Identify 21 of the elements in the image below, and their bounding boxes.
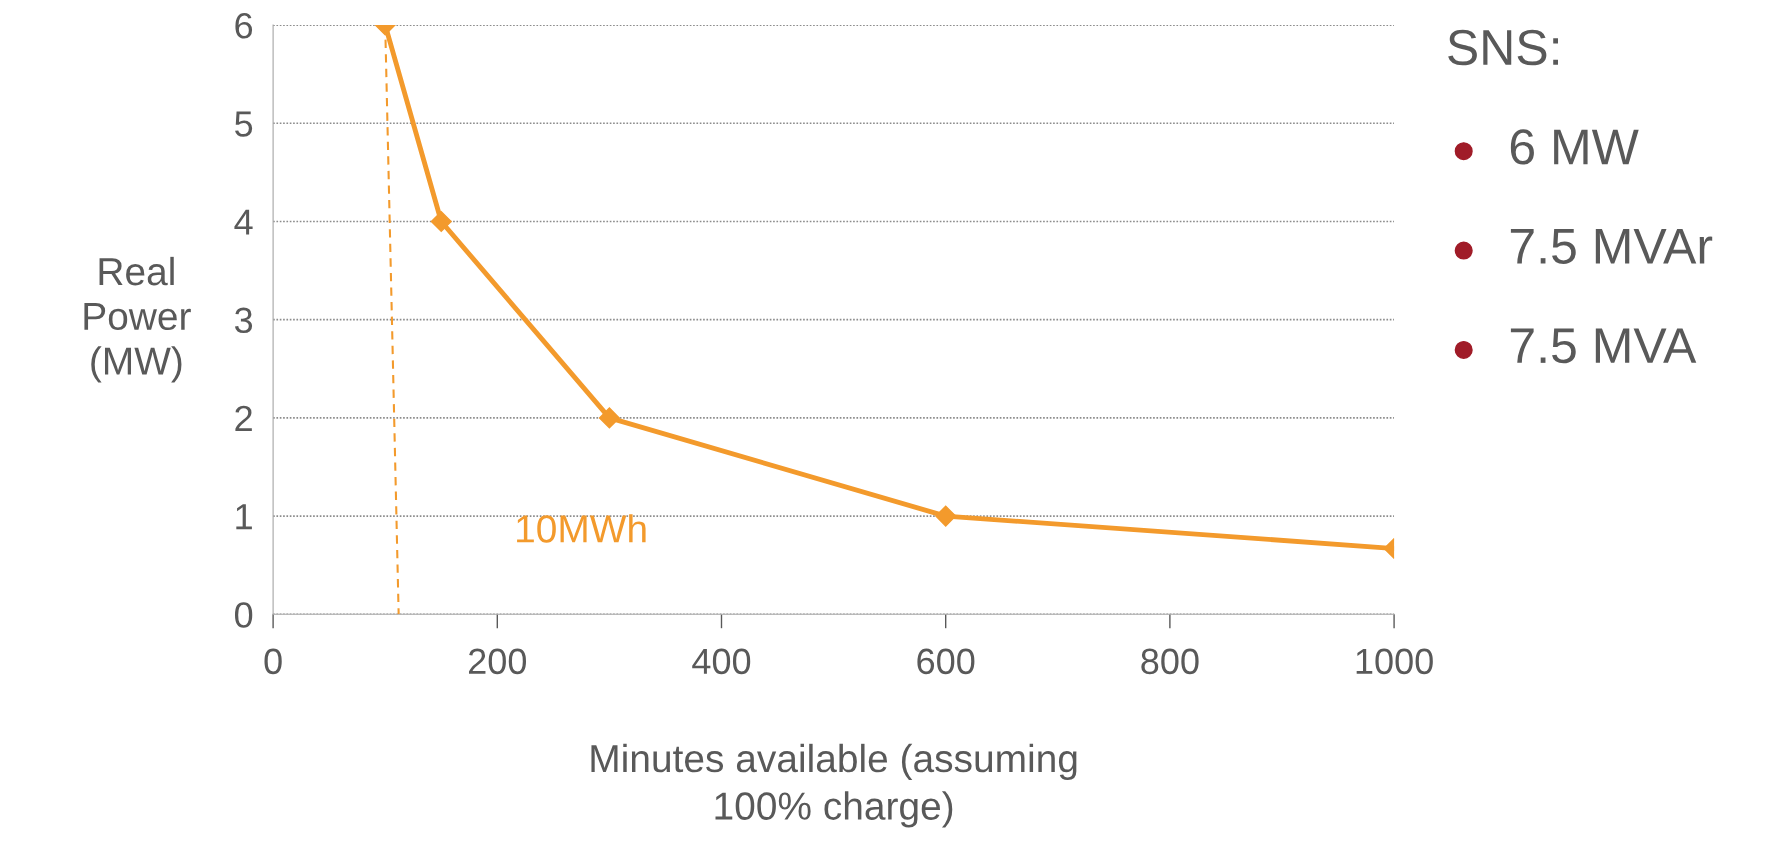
text: 7.5 MVA	[1510, 328, 1697, 364]
x-axis-title: Minutes available (assuming 100% charge)	[591, 743, 1077, 828]
text: 7.5 MVAr	[1510, 229, 1713, 264]
y-tick-label: 2	[235, 405, 252, 431]
text: SNS:	[1448, 29, 1558, 66]
y-axis-title: Real Power (MW)	[84, 256, 191, 383]
point	[598, 407, 620, 429]
x-tick-label: 0	[264, 648, 282, 675]
x-tick-label: 1000	[1356, 648, 1433, 675]
x-tick-label: 400	[692, 648, 751, 675]
x-tick-label: 800	[1141, 648, 1199, 675]
text: 6 MW	[1510, 129, 1639, 165]
y-tick-label: 4	[234, 209, 253, 235]
y-tick-label: 5	[235, 111, 253, 137]
y-tick-label: 1	[236, 504, 252, 530]
y-tick-label: 3	[234, 307, 253, 334]
y-tick-label: 0	[234, 602, 253, 628]
x-tick-label: 600	[917, 648, 975, 675]
annotation: 10MWh	[517, 514, 646, 543]
x-tick-label: 200	[469, 648, 527, 675]
y-tick-label: 6	[235, 12, 253, 39]
